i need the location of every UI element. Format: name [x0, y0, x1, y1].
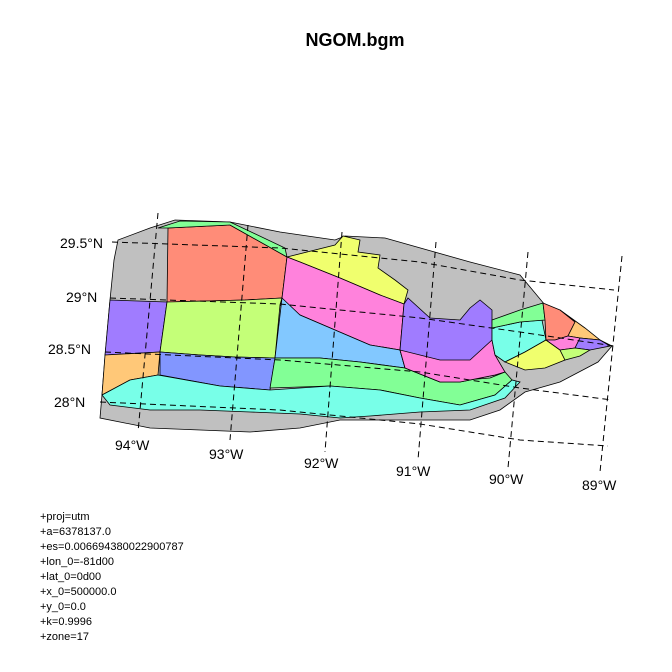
- projection-param: +proj=utm: [40, 511, 90, 523]
- latitude-lines: [99, 241, 615, 447]
- lon-label: 93°W: [209, 446, 244, 462]
- projection-param: +y_0=0.0: [40, 601, 86, 613]
- longitude-lines: [137, 212, 623, 473]
- lon-line-93: [229, 224, 249, 441]
- lon-line-90: [507, 251, 529, 469]
- lat-line-29-5: [111, 241, 615, 291]
- lon-label: 91°W: [396, 463, 431, 479]
- lon-label: 89°W: [582, 477, 617, 493]
- projection-param: +lat_0=0d00: [40, 571, 102, 583]
- projection-param: +k=0.9996: [40, 616, 92, 628]
- region-cyan: [101, 374, 521, 419]
- lon-label: 90°W: [489, 471, 524, 487]
- projection-param: +zone=17: [40, 631, 89, 643]
- lat-label: 29°N: [66, 289, 97, 305]
- projection-param: +es=0.006694380022900787: [40, 541, 184, 553]
- lat-label: 29.5°N: [60, 235, 103, 251]
- lon-line-89: [599, 255, 623, 473]
- lon-line-91: [417, 241, 437, 461]
- region-green-strip: [157, 220, 288, 258]
- lat-line-28: [99, 401, 609, 447]
- region-lightgreen-tip: [559, 347, 592, 361]
- region-purple-left: [104, 299, 168, 356]
- lon-label: 94°W: [115, 437, 150, 453]
- projection-param: +x_0=500000.0: [40, 586, 117, 598]
- region-pink-lower: [399, 339, 506, 383]
- projection-param: +a=6378137.0: [40, 526, 111, 538]
- lon-label: 92°W: [304, 455, 339, 471]
- lon-line-94: [137, 212, 159, 433]
- lat-label: 28.5°N: [48, 341, 91, 357]
- region-lightgreen-left: [159, 297, 283, 359]
- projection-param: +lon_0=-81d00: [40, 556, 115, 568]
- lat-line-28-5: [104, 351, 613, 401]
- projection-info: +proj=utm +a=6378137.0 +es=0.0066943800229…: [40, 510, 184, 645]
- lat-label: 28°N: [54, 394, 85, 410]
- lat-line-29: [109, 297, 615, 347]
- lon-line-92: [324, 231, 343, 453]
- map-title: NGOM.bgm: [305, 30, 405, 50]
